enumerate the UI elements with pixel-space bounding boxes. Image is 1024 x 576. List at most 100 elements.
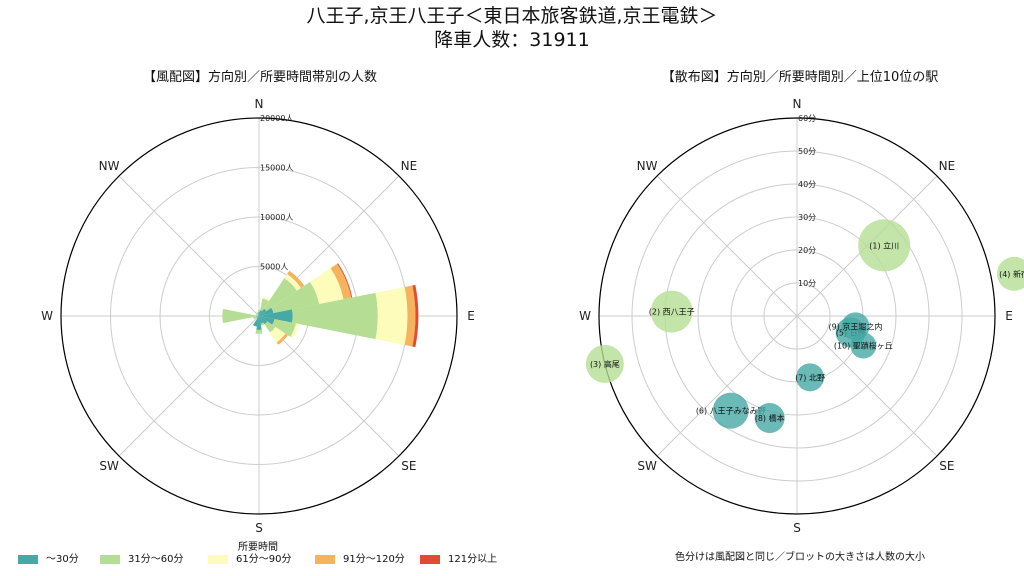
legend: 所要時間 ～30分 31分～60分 61分～90分 91分～120分 121分以… — [0, 538, 520, 576]
scatter-point — [712, 392, 749, 429]
scatter-point — [585, 344, 624, 383]
scatter-point-label: (6) 八王子みなみ野 — [696, 407, 766, 416]
rose-bar — [290, 323, 299, 339]
rose-bar — [287, 270, 305, 288]
rose-direction-label: N — [255, 97, 264, 111]
scatter-r-tick-label: 50分 — [798, 147, 816, 156]
legend-label-3: 91分～120分 — [343, 554, 405, 565]
scatter-r-tick-label: 20分 — [798, 246, 816, 255]
rose-bar — [260, 298, 269, 312]
scatter-grid-spoke — [656, 315, 798, 457]
wind-rose-chart: N NE E SE S SW W NW 5000人 10000人 15000人 20000人 — [41, 97, 475, 535]
legend-swatch-1 — [100, 555, 120, 564]
scatter-point-label: (7) 北野 — [795, 373, 825, 382]
rose-bar — [259, 316, 268, 325]
rose-direction-label: NE — [401, 159, 418, 173]
legend-label-1: 31分～60分 — [128, 554, 184, 565]
rose-bar — [310, 268, 344, 305]
scatter-point — [858, 219, 911, 272]
rose-bar — [256, 312, 259, 315]
scatter-point-label: (4) 新宿 — [999, 269, 1024, 279]
rose-bar — [259, 307, 274, 316]
chart-title-line1: 八王子,京王八王子＜東日本旅客鉄道,京王電鉄＞ — [306, 5, 718, 27]
scatter-point — [796, 363, 825, 392]
scatter-outer-ring — [598, 117, 996, 515]
rose-bar — [257, 316, 259, 318]
rose-bar — [270, 327, 286, 343]
rose-bar — [337, 263, 353, 298]
rose-bar — [252, 316, 259, 327]
rose-direction-label: SW — [99, 459, 119, 473]
rose-bar — [264, 321, 276, 333]
rose-r-tick-label: 10000人 — [260, 213, 293, 222]
scatter-point-label: (10) 聖蹟桜ヶ丘 — [834, 341, 893, 351]
legend-swatch-2 — [208, 555, 228, 564]
scatter-point — [754, 403, 785, 434]
legend-title: 所要時間 — [238, 542, 278, 553]
rose-bar — [256, 314, 259, 316]
rose-bar — [256, 316, 259, 318]
polar-scatter-chart: N NE E SE S SW W NW 10分 20分 30分 40分 50分 60分 (1) 立川 (2) … — [579, 97, 1024, 535]
rose-bar — [260, 322, 265, 326]
legend-label-4: 121分以上 — [448, 554, 498, 565]
scatter-r-tick-label: 40分 — [798, 180, 816, 189]
rose-r-tick-label: 15000人 — [260, 164, 293, 173]
rose-bar — [375, 287, 408, 345]
rose-bar — [258, 315, 259, 316]
scatter-direction-label: E — [1005, 309, 1013, 323]
rose-bar — [404, 285, 416, 347]
rose-bar — [255, 329, 263, 334]
scatter-direction-label: NE — [939, 159, 956, 173]
rose-bar — [271, 281, 320, 314]
rose-bar — [257, 310, 261, 313]
scatter-point — [650, 290, 693, 333]
rose-bar — [259, 309, 293, 323]
scatter-direction-label: W — [579, 309, 591, 323]
scatter-point-label: (9) 京王堀之内 — [829, 321, 883, 331]
rose-bar — [412, 284, 419, 348]
rose-bar — [272, 319, 296, 337]
rose-grid-spoke — [118, 315, 260, 457]
scatter-grid-spoke — [796, 315, 938, 457]
scatter-point — [850, 332, 877, 359]
rose-bar — [255, 312, 259, 316]
rose-grid-spoke — [118, 175, 260, 317]
rose-direction-label: W — [41, 309, 53, 323]
scatter-point-label: (1) 立川 — [869, 240, 899, 250]
scatter-note: 色分けは風配図と同じ／ブロットの大きさは人数の大小 — [675, 552, 925, 563]
rose-bar — [292, 292, 378, 340]
rose-direction-label: E — [467, 309, 475, 323]
scatter-direction-label: N — [793, 97, 802, 111]
rose-bar — [259, 316, 264, 324]
scatter-point-label: (3) 高尾 — [590, 359, 620, 369]
rose-direction-label: SE — [401, 459, 416, 473]
scatter-direction-label: S — [793, 521, 801, 535]
rose-direction-label: NW — [99, 159, 120, 173]
scatter-title: 【散布図】方向別／所要時間別／上位10位の駅 — [661, 70, 939, 85]
rose-bar — [263, 278, 297, 312]
rose-bar — [222, 308, 259, 324]
legend-label-2: 61分～90分 — [236, 554, 292, 565]
scatter-direction-label: SE — [939, 459, 954, 473]
rose-bar — [257, 314, 259, 316]
rose-direction-label: S — [255, 521, 263, 535]
scatter-grid-spoke — [656, 175, 798, 317]
scatter-r-tick-label: 10分 — [798, 279, 816, 288]
rose-outer-ring — [60, 117, 458, 515]
rose-bar — [259, 308, 267, 316]
chart-title: 八王子,京王八王子＜東日本旅客鉄道,京王電鉄＞ 降車人数：31911 — [0, 4, 1024, 52]
wind-rose-title: 【風配図】方向別／所要時間帯別の人数 — [142, 70, 377, 85]
legend-swatch-0 — [18, 555, 38, 564]
scatter-point-label: (2) 西八王子 — [649, 308, 695, 317]
scatter-point — [997, 256, 1024, 291]
rose-bar — [276, 333, 288, 345]
rose-bar — [259, 316, 275, 325]
legend-swatch-3 — [315, 555, 335, 564]
rose-bar — [256, 316, 262, 330]
rose-bar — [284, 274, 301, 291]
legend-swatch-4 — [420, 555, 440, 564]
scatter-point-label: (8) 橋本 — [755, 413, 785, 423]
scatter-r-tick-label: 30分 — [798, 213, 816, 222]
rose-r-tick-label: 5000人 — [260, 263, 288, 272]
rose-bar — [258, 315, 259, 316]
